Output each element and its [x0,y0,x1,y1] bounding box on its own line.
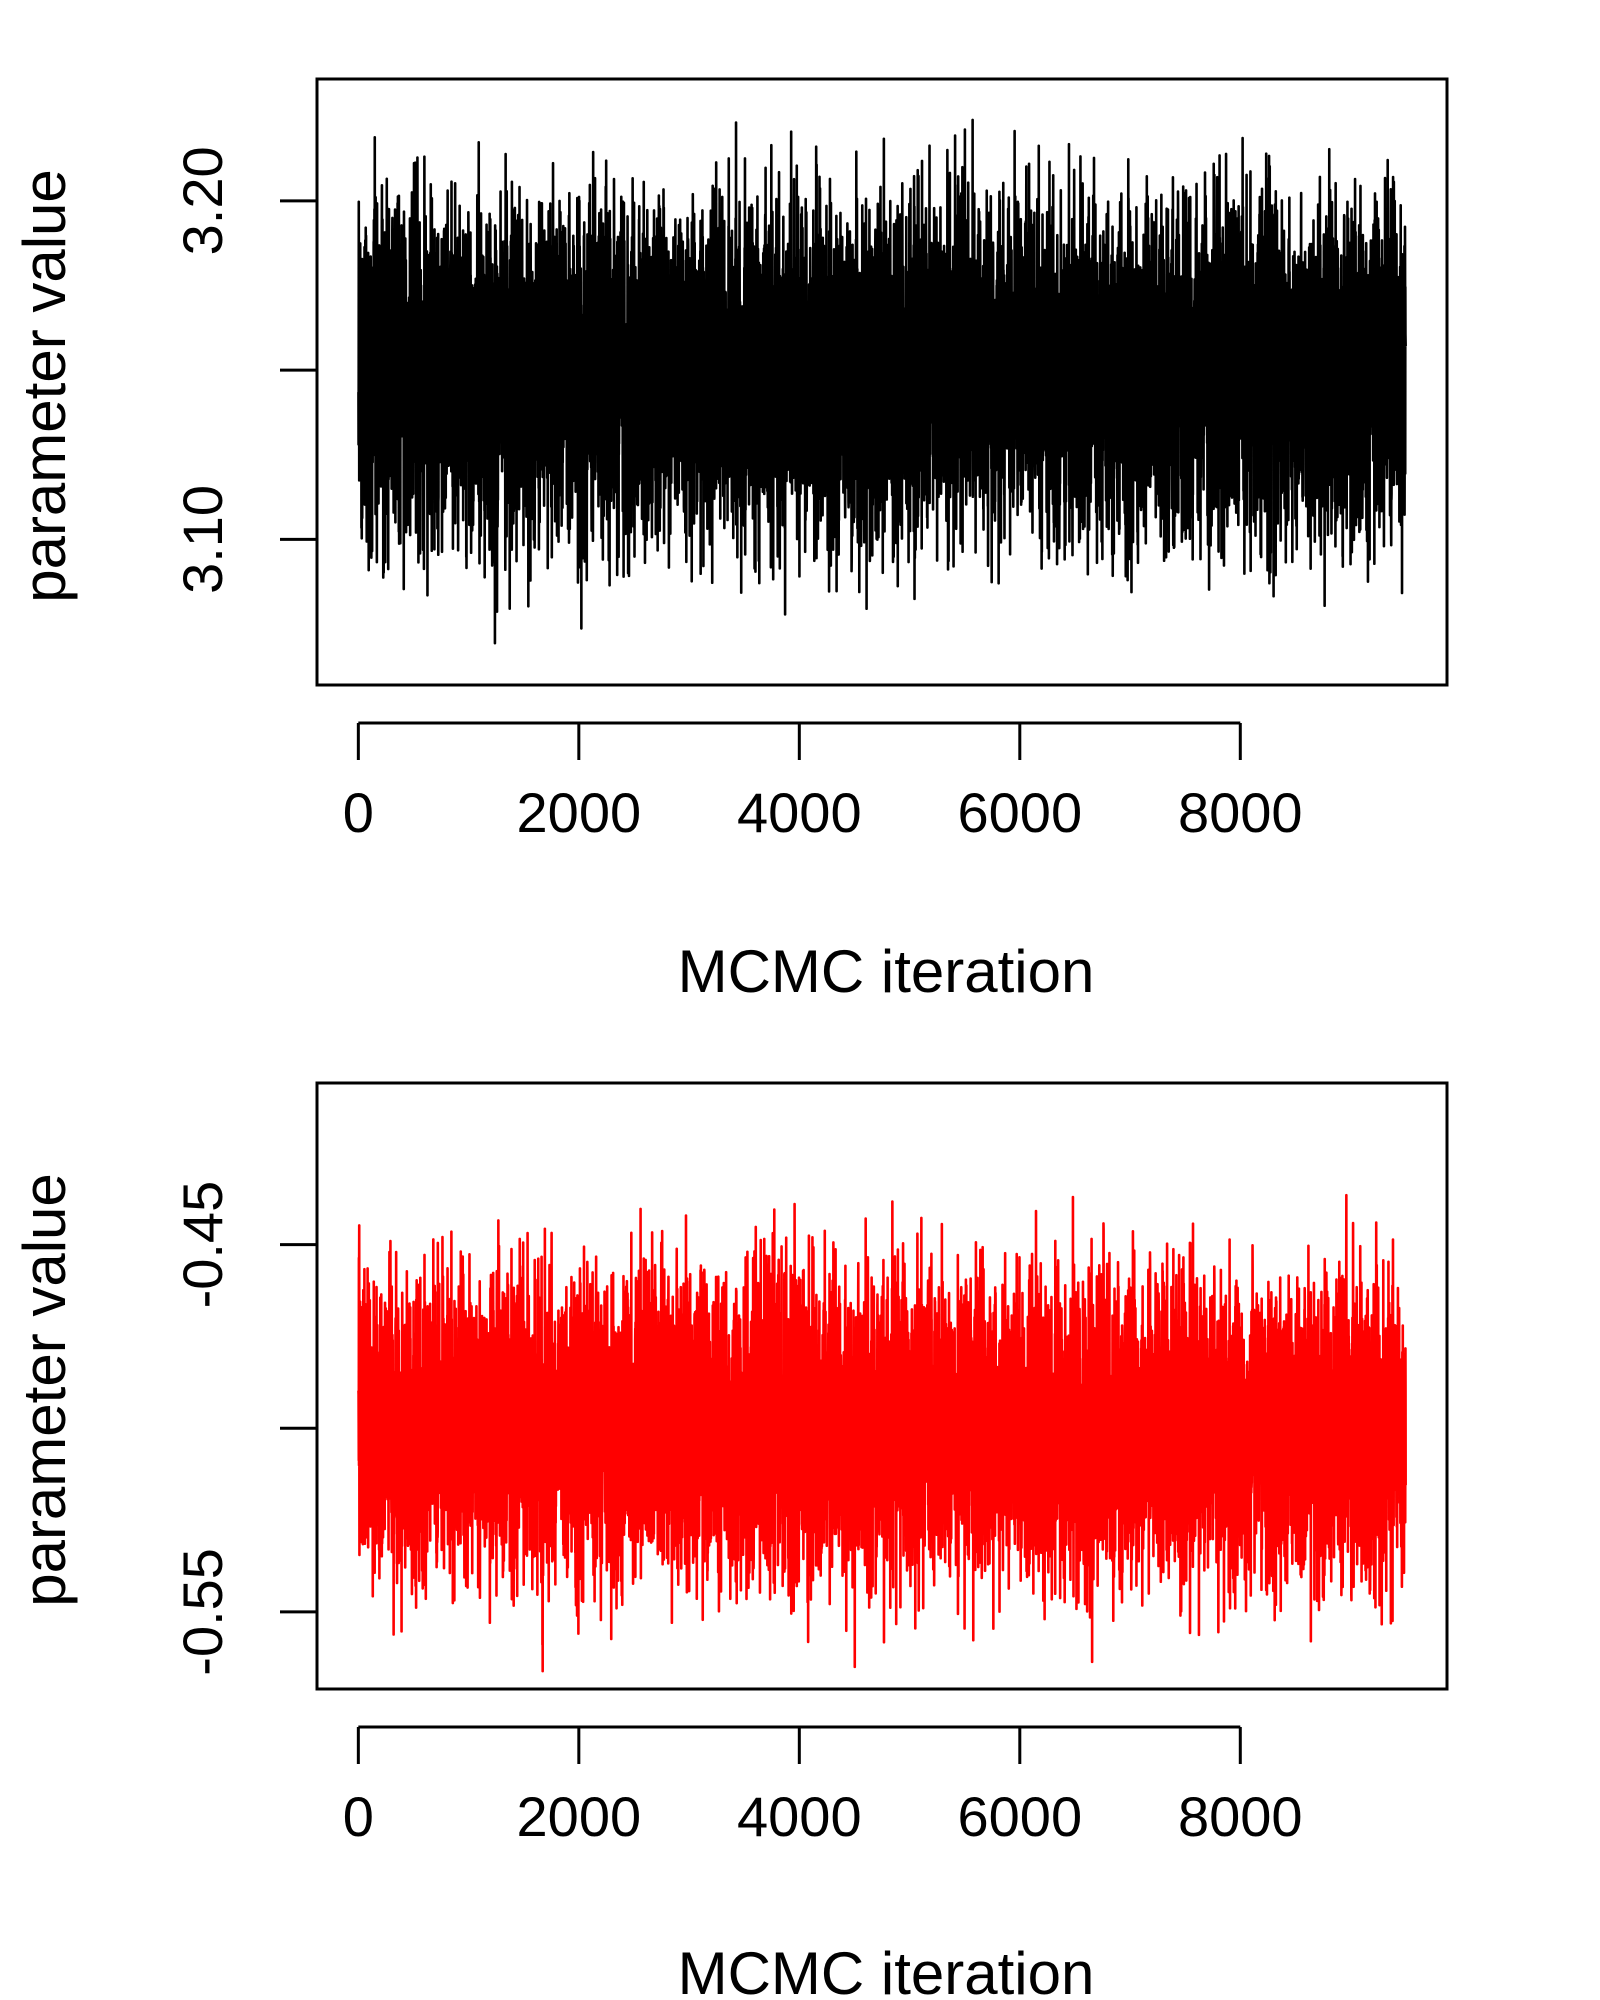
x-tick-label: 2000 [517,781,642,844]
trace-series-line [357,118,1407,645]
x-tick-label: 6000 [958,1785,1083,1848]
x-tick-label: 2000 [517,1785,642,1848]
plot-frame [315,77,1449,687]
x-tick-label: 8000 [1178,1785,1303,1848]
y-tick-label: 3.10 [171,485,234,594]
chart-panel-2: 0 2000 4000 6000 8000 -0.55 -0.45 MCMC iteratio… [11,1081,1449,2000]
x-tick-label: 4000 [737,781,862,844]
y-axis-label: parameter value [11,1173,78,1607]
y-tick-label: 3.20 [171,146,234,255]
y-tick-label: -0.55 [171,1548,234,1676]
x-tick-label: 0 [343,1785,374,1848]
x-axis-label: MCMC iteration [678,1940,1095,2000]
x-tick-label: 0 [343,781,374,844]
x-tick-label: 6000 [958,781,1083,844]
x-tick-label: 8000 [1178,781,1303,844]
trace-series-line [357,1193,1407,1673]
chart-panel-1: 0 2000 4000 6000 8000 3.10 3.20 MCMC iteration p… [11,77,1449,1005]
y-axis-label: parameter value [11,169,78,603]
plot-frame [315,1081,1449,1691]
y-tick-label: -0.45 [171,1181,234,1309]
x-tick-label: 4000 [737,1785,862,1848]
x-axis-label: MCMC iteration [678,938,1095,1005]
